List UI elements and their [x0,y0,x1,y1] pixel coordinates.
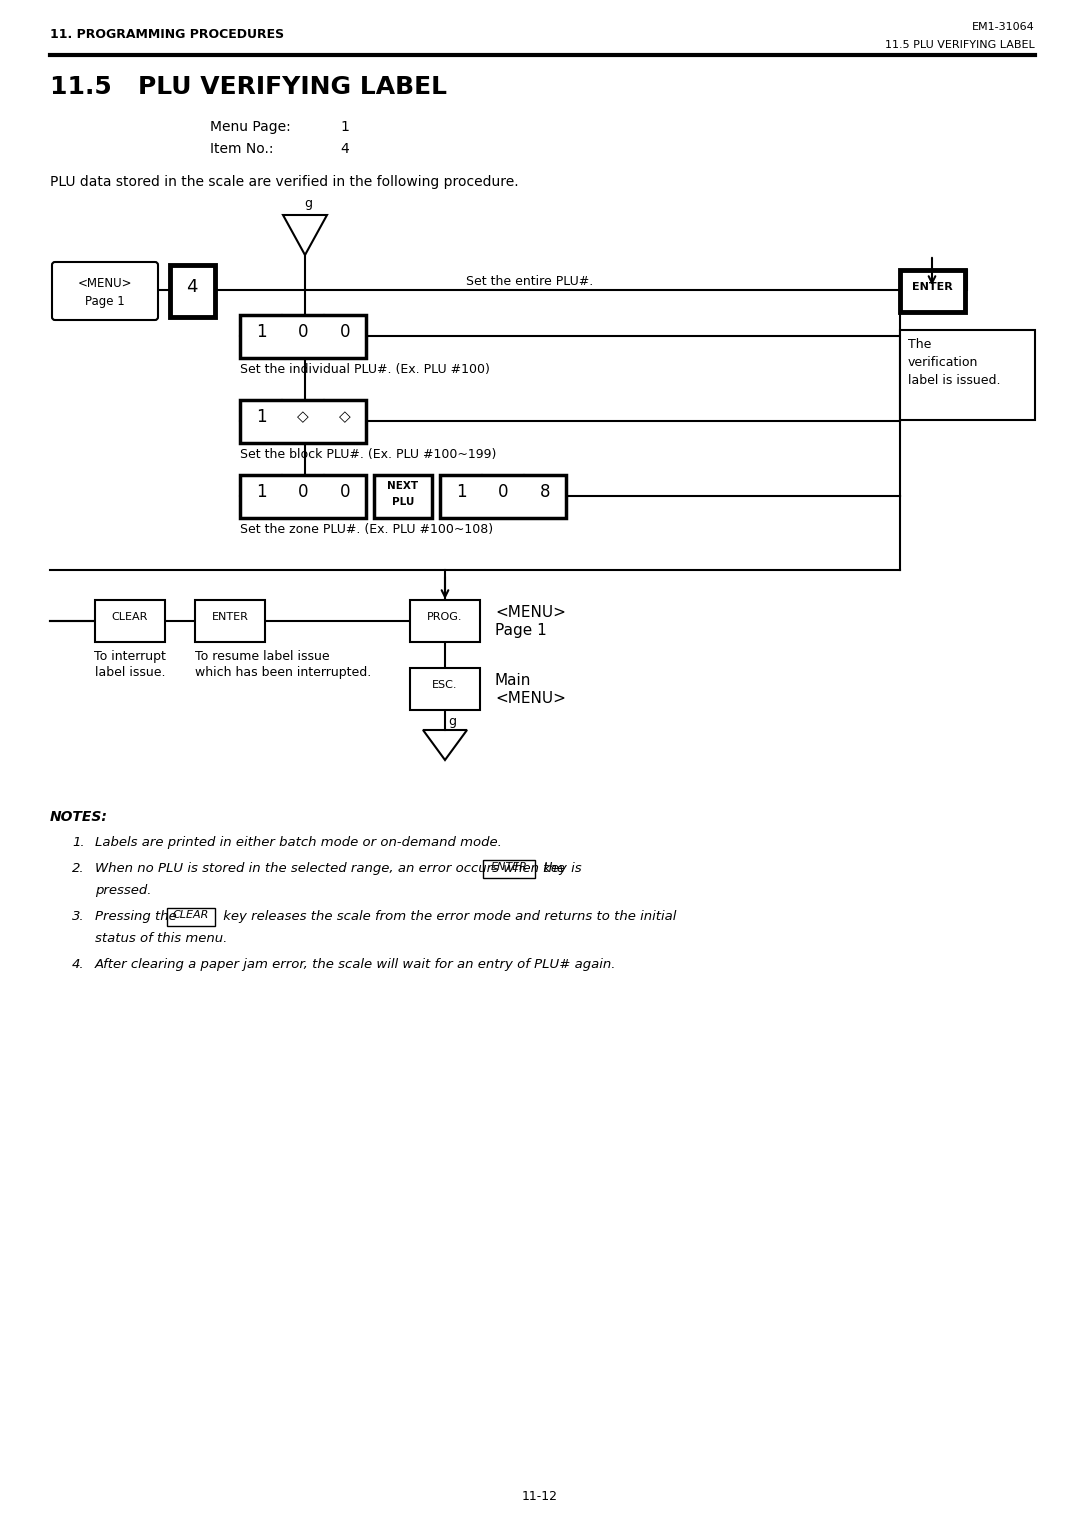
Text: 1: 1 [256,323,267,342]
Text: ESC.: ESC. [432,680,458,689]
Text: PROG.: PROG. [428,612,462,622]
Text: pressed.: pressed. [95,884,151,897]
Text: CLEAR: CLEAR [173,910,210,920]
Text: To interrupt: To interrupt [94,650,166,663]
Text: 1: 1 [456,483,467,502]
Bar [440,474,566,518]
Text: key releases the scale from the error mode and returns to the initial: key releases the scale from the error mo… [219,910,676,923]
Text: PLU: PLU [392,497,415,506]
Text: Labels are printed in either batch mode or on-demand mode.: Labels are printed in either batch mode … [95,836,502,849]
FancyBboxPatch shape [52,262,158,320]
Text: 1.: 1. [72,836,84,849]
Text: 0: 0 [340,483,350,502]
Text: ENTER: ENTER [912,282,953,291]
Bar [483,860,535,878]
Text: 2.: 2. [72,862,84,875]
Bar [240,400,366,442]
Bar [900,270,966,313]
Text: Set the zone PLU#. (Ex. PLU #100~108): Set the zone PLU#. (Ex. PLU #100~108) [240,523,494,535]
Text: 8: 8 [540,483,550,502]
Bar [195,599,265,642]
Text: Main: Main [495,673,531,688]
Text: which has been interrupted.: which has been interrupted. [195,666,372,679]
Text: ◇: ◇ [339,410,351,424]
Bar [240,474,366,518]
Text: 0: 0 [340,323,350,342]
Text: g: g [303,197,312,210]
Text: NOTES:: NOTES: [50,810,108,824]
Text: Page 1: Page 1 [85,294,125,308]
Text: <MENU>: <MENU> [495,691,566,706]
Text: ENTER: ENTER [490,862,527,872]
Text: <MENU>: <MENU> [495,605,566,621]
Text: To resume label issue: To resume label issue [195,650,329,663]
Text: CLEAR: CLEAR [112,612,148,622]
Text: 0: 0 [298,483,308,502]
Text: Set the entire PLU#.: Set the entire PLU#. [467,274,594,288]
Text: 11.5 PLU VERIFYING LABEL: 11.5 PLU VERIFYING LABEL [886,40,1035,50]
Text: NEXT: NEXT [388,480,419,491]
Bar [240,316,366,358]
Text: EM1-31064: EM1-31064 [972,21,1035,32]
Text: <MENU>: <MENU> [78,278,132,290]
Text: When no PLU is stored in the selected range, an error occurs when the: When no PLU is stored in the selected ra… [95,862,569,875]
Bar [410,599,480,642]
Text: g: g [448,715,456,727]
Text: label is issued.: label is issued. [908,374,1000,387]
Text: Page 1: Page 1 [495,624,546,637]
Text: ◇: ◇ [297,410,309,424]
Text: 11. PROGRAMMING PROCEDURES: 11. PROGRAMMING PROCEDURES [50,27,284,41]
Text: 0: 0 [498,483,509,502]
Text: 1: 1 [256,483,267,502]
Text: 1: 1 [340,120,349,134]
Text: status of this menu.: status of this menu. [95,932,228,946]
Text: Menu Page:: Menu Page: [210,120,291,134]
Bar [900,329,1035,419]
Text: 0: 0 [298,323,308,342]
Text: Item No.:: Item No.: [210,142,273,156]
Text: verification: verification [908,355,978,369]
Text: 11-12: 11-12 [522,1490,558,1504]
Text: 11.5   PLU VERIFYING LABEL: 11.5 PLU VERIFYING LABEL [50,75,447,99]
Text: Set the block PLU#. (Ex. PLU #100~199): Set the block PLU#. (Ex. PLU #100~199) [240,448,497,461]
Text: 4: 4 [186,278,198,296]
Text: After clearing a paper jam error, the scale will wait for an entry of PLU# again: After clearing a paper jam error, the sc… [95,958,617,971]
Bar [170,265,215,317]
Text: 1: 1 [256,409,267,425]
Text: PLU data stored in the scale are verified in the following procedure.: PLU data stored in the scale are verifie… [50,175,518,189]
Bar [167,907,215,926]
Text: Set the individual PLU#. (Ex. PLU #100): Set the individual PLU#. (Ex. PLU #100) [240,363,490,377]
Text: ENTER: ENTER [212,612,248,622]
Bar [410,668,480,711]
Text: 4: 4 [340,142,349,156]
Text: key is: key is [539,862,582,875]
Text: 3.: 3. [72,910,84,923]
Bar [374,474,432,518]
Text: label issue.: label issue. [95,666,165,679]
Bar [95,599,165,642]
Text: The: The [908,339,931,351]
Text: 4.: 4. [72,958,84,971]
Text: Pressing the: Pressing the [95,910,181,923]
